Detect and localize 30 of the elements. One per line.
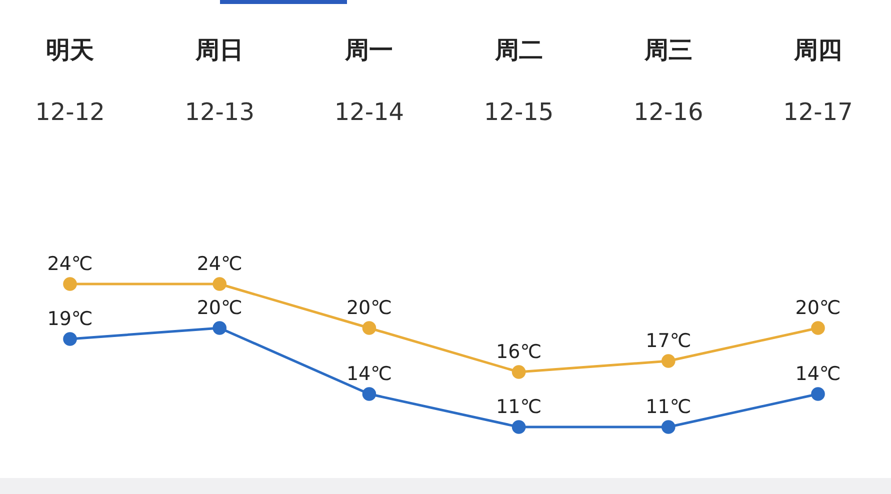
point xyxy=(661,354,676,368)
point xyxy=(362,321,376,335)
data-label: 11℃ xyxy=(496,396,542,418)
data-label: 24℃ xyxy=(196,253,242,275)
data-label: 20℃ xyxy=(196,297,242,319)
point xyxy=(512,420,526,434)
category-label: 周二 12-15 xyxy=(484,36,554,126)
category-label: 周一 12-14 xyxy=(334,36,404,126)
data-label: 11℃ xyxy=(646,396,692,418)
data-label: 19℃ xyxy=(47,308,93,330)
data-label: 20℃ xyxy=(795,297,841,319)
point xyxy=(212,321,227,335)
point xyxy=(811,387,825,401)
category-label: 明天 12-12 xyxy=(35,36,105,126)
data-label: 16℃ xyxy=(496,341,542,363)
category-label: 周三 12-16 xyxy=(634,36,704,126)
data-label: 14℃ xyxy=(795,363,841,385)
category-label: 周日 12-13 xyxy=(184,36,254,126)
point xyxy=(811,321,825,335)
point xyxy=(512,365,526,379)
point xyxy=(63,277,77,291)
point xyxy=(362,387,376,401)
point xyxy=(63,332,77,346)
data-label: 14℃ xyxy=(346,363,392,385)
data-label: 20℃ xyxy=(346,297,392,319)
point xyxy=(661,420,676,434)
data-label: 24℃ xyxy=(47,253,93,275)
category-label: 周四 12-17 xyxy=(783,36,853,126)
point xyxy=(212,277,227,291)
data-label: 17℃ xyxy=(646,330,692,352)
